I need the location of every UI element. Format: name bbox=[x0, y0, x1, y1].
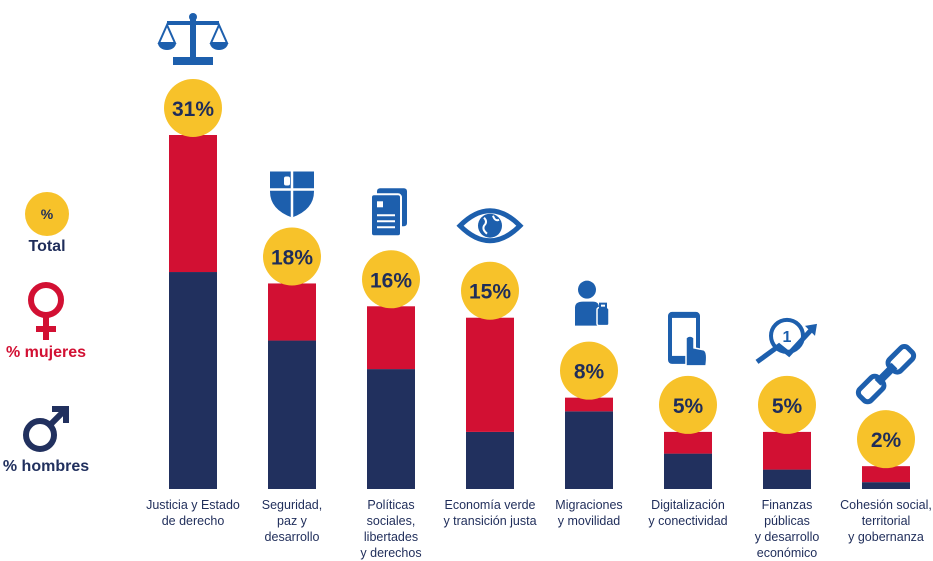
scales-icon bbox=[157, 13, 229, 65]
category-label: Cohesión social, territorial y gobernanz… bbox=[840, 498, 932, 544]
total-circle bbox=[461, 261, 519, 320]
bar-segment-women bbox=[268, 283, 316, 341]
total-value-label: 18% bbox=[271, 246, 313, 269]
legend-women-label: % mujeres bbox=[5, 344, 87, 361]
bar-segment-men bbox=[763, 469, 811, 489]
total-value-label: 2% bbox=[871, 429, 902, 452]
bar-segment-women bbox=[862, 466, 910, 483]
category-label: Políticas sociales, libertades y derecho… bbox=[360, 498, 422, 560]
bar-segment-men bbox=[466, 431, 514, 489]
category-label: Economía verde y transición justa bbox=[443, 498, 537, 528]
bar-segment-women bbox=[367, 306, 415, 370]
legend-total-circle: % bbox=[25, 192, 69, 236]
bar-segment-women bbox=[565, 397, 613, 412]
bar-segment-women bbox=[466, 317, 514, 432]
eye-globe-icon bbox=[456, 208, 524, 244]
total-value-label: 31% bbox=[172, 98, 214, 121]
total-circle bbox=[362, 250, 420, 309]
total-circle bbox=[857, 410, 915, 469]
total-value-label: 5% bbox=[673, 395, 704, 418]
documents-icon bbox=[370, 188, 407, 238]
legend-men: % hombres bbox=[0, 404, 92, 476]
category-label: Seguridad, paz y desarrollo bbox=[261, 498, 323, 544]
total-circle bbox=[560, 341, 618, 400]
bar-segment-women bbox=[763, 431, 811, 470]
svg-text:1: 1 bbox=[783, 329, 792, 346]
total-value-label: 16% bbox=[370, 269, 412, 292]
total-value-label: 15% bbox=[469, 281, 511, 304]
legend-total-label: Total bbox=[28, 238, 66, 255]
category-label: Justicia y Estado de derecho bbox=[146, 498, 240, 528]
growth-chart-icon: 1 bbox=[755, 317, 817, 364]
bar-segment-men bbox=[862, 482, 910, 489]
female-symbol-icon bbox=[28, 282, 64, 340]
bar-segment-women bbox=[169, 135, 217, 273]
smartphone-touch-icon bbox=[668, 311, 708, 367]
bar-segment-men bbox=[565, 411, 613, 489]
category-icons-layer: 1 bbox=[157, 13, 917, 405]
total-circle bbox=[164, 79, 222, 137]
bar-segment-men bbox=[367, 369, 415, 489]
legend-women: % mujeres bbox=[0, 280, 92, 362]
bar-segment-men bbox=[664, 453, 712, 489]
traveler-luggage-icon bbox=[575, 280, 610, 327]
bar-segment-men bbox=[169, 272, 217, 489]
shield-icon bbox=[270, 171, 314, 218]
total-value-label: 5% bbox=[772, 395, 803, 418]
legend-total: % Total bbox=[18, 192, 76, 256]
category-label: Digitalización y conectividad bbox=[648, 498, 728, 528]
total-value-label: 8% bbox=[574, 361, 605, 384]
legend-men-label: % hombres bbox=[2, 458, 90, 475]
total-circle bbox=[263, 227, 321, 286]
category-label: Migraciones y movilidad bbox=[555, 498, 623, 528]
bar-segment-women bbox=[664, 431, 712, 454]
total-circle bbox=[659, 375, 717, 434]
bars-layer bbox=[169, 135, 910, 489]
bar-segment-men bbox=[268, 340, 316, 489]
chain-link-icon bbox=[855, 344, 917, 405]
male-symbol-icon bbox=[23, 406, 69, 452]
total-circles-layer: 31% 18% 16% 15% 8% 5% 5% 2% bbox=[164, 79, 915, 469]
total-circle bbox=[758, 375, 816, 434]
category-label: Finanzas públicas y desarrollo económico bbox=[754, 498, 820, 560]
